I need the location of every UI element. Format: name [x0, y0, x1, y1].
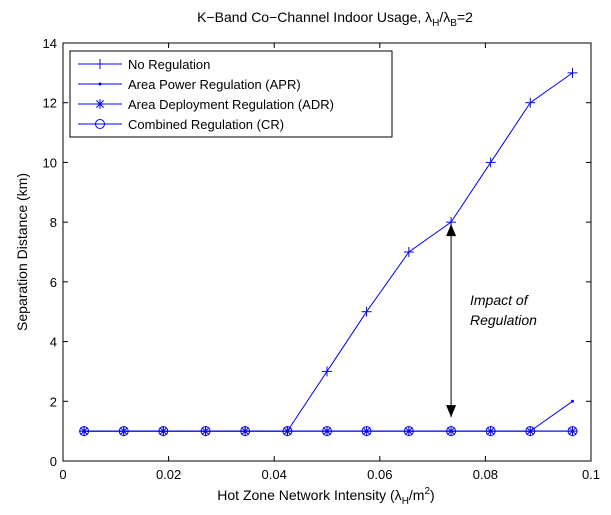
data-point-s4: [322, 426, 332, 437]
data-point-s4: [158, 426, 169, 437]
x-axis-label: Hot Zone Network Intensity (λH/m2): [217, 486, 434, 507]
data-point-s4: [118, 426, 129, 437]
annotation-line-1: Impact of: [470, 292, 530, 308]
y-tick-label: 8: [50, 215, 57, 230]
x-tick-label: 0.06: [367, 467, 392, 482]
data-point-s4: [200, 426, 211, 437]
y-tick-label: 10: [43, 155, 57, 170]
chart-title-suffix: =2: [457, 9, 473, 25]
data-point-s4: [446, 426, 457, 437]
data-point-s4: [567, 426, 578, 437]
x-tick-label: 0.1: [582, 467, 600, 482]
x-axis-label-sup: 2: [424, 486, 430, 497]
x-axis-label-prefix: Hot Zone Network Intensity (λ: [217, 487, 401, 503]
x-tick-label: 0.02: [156, 467, 181, 482]
ticks: 0 0.02 0.04 0.06 0.08 0.1 0 2 4 6 8 10 12 14: [43, 36, 601, 482]
series-group: [79, 67, 578, 437]
annotation: Impact of Regulation: [446, 224, 537, 418]
chart-title: K−Band Co−Channel Indoor Usage, λH/λB=2: [197, 9, 473, 29]
impact-arrow-head-top: [446, 224, 457, 237]
x-tick-label: 0.04: [262, 467, 287, 482]
chart-title-mid: /λ: [439, 9, 450, 25]
legend-label: Area Power Regulation (APR): [128, 77, 301, 92]
legend-label: Area Deployment Regulation (ADR): [128, 97, 334, 112]
data-point-s4: [361, 426, 372, 437]
data-point-s1: [567, 67, 578, 78]
legend-label: No Regulation: [128, 57, 210, 72]
legend-label: Combined Regulation (CR): [128, 117, 284, 132]
x-tick-label: 0: [59, 467, 66, 482]
y-axis-label: Separation Distance (km): [14, 173, 30, 331]
data-point-s2: [571, 399, 575, 403]
x-axis-label-suffix: ): [430, 487, 435, 503]
data-point-s4: [485, 426, 496, 437]
data-point-s1: [485, 157, 496, 168]
legend-box: [69, 50, 393, 138]
data-point-s4: [525, 426, 536, 437]
legend-marker: [95, 99, 105, 109]
legend: No Regulation Area Power Regulation (APR)…: [69, 50, 393, 138]
data-point-s1: [361, 306, 372, 317]
legend-marker: [98, 82, 102, 86]
y-tick-label: 2: [50, 394, 57, 409]
chart-title-prefix: K−Band Co−Channel Indoor Usage, λ: [197, 9, 432, 25]
chart-title-sub2: B: [450, 18, 457, 29]
data-point-s4: [403, 426, 414, 437]
impact-arrow-head-bottom: [446, 405, 457, 418]
data-point-s1: [403, 247, 414, 257]
chart-title-sub1: H: [432, 18, 439, 29]
legend-marker: [95, 59, 105, 69]
x-axis-label-mid: /m: [409, 487, 425, 503]
legend-marker: [95, 119, 105, 129]
x-tick-label: 0.08: [473, 467, 498, 482]
y-tick-label: 6: [50, 275, 57, 290]
data-point-s4: [79, 426, 90, 437]
data-point-s1: [525, 97, 536, 108]
y-tick-label: 4: [50, 335, 57, 350]
y-tick-label: 14: [43, 36, 57, 51]
y-tick-label: 0: [50, 454, 57, 469]
y-tick-label: 12: [43, 96, 57, 111]
data-point-s1: [322, 366, 332, 377]
x-axis-label-sub: H: [402, 496, 409, 507]
data-point-s4: [240, 426, 251, 437]
annotation-line-2: Regulation: [470, 312, 537, 328]
data-point-s4: [282, 426, 293, 437]
